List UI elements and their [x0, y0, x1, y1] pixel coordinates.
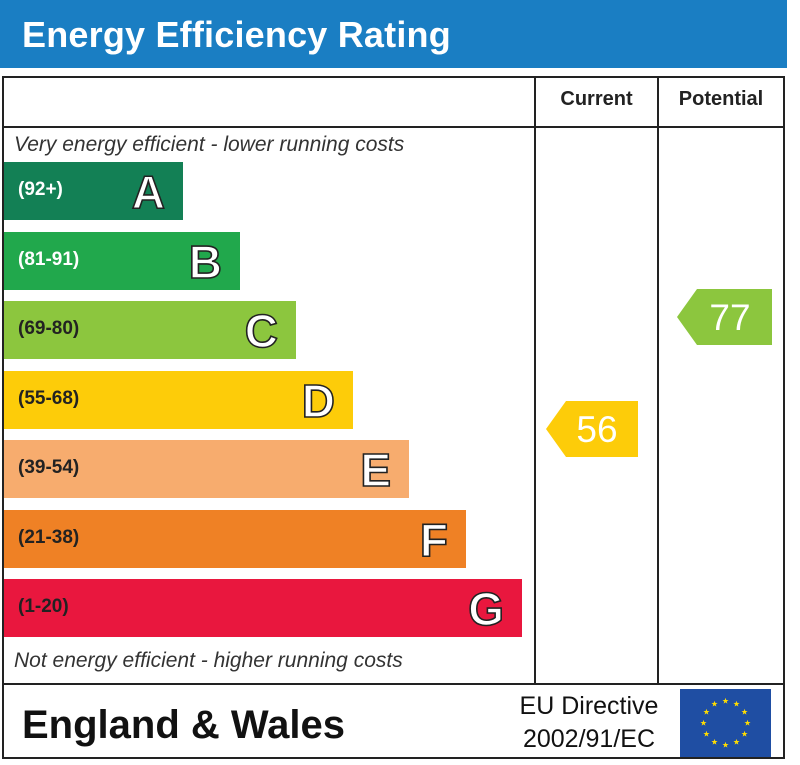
flag-star	[733, 738, 740, 745]
band-letter-label: F	[419, 513, 449, 567]
divider-bands-current	[534, 76, 536, 685]
chart-frame	[2, 76, 785, 759]
band-c: (69-80) C	[4, 301, 296, 359]
potential-rating-arrow: 77	[677, 289, 772, 345]
band-range-label: (55-68)	[18, 388, 80, 409]
column-header-current: Current	[560, 88, 633, 110]
flag-star	[744, 719, 751, 726]
band-range-label: (69-80)	[18, 318, 80, 339]
header-row-divider	[2, 126, 785, 128]
flag-star	[700, 719, 707, 726]
note-inefficient: Not energy efficient - higher running co…	[14, 649, 403, 672]
band-range-label: (21-38)	[18, 527, 80, 548]
header-bar: Energy Efficiency Rating	[0, 0, 787, 68]
flag-star	[733, 700, 740, 707]
flag-star	[722, 741, 729, 748]
band-range-label: (92+)	[18, 179, 63, 200]
flag-star	[711, 738, 718, 745]
band-d: (55-68) D	[4, 371, 353, 429]
band-letter-label: B	[188, 235, 223, 289]
band-g: (1-20) G	[4, 579, 522, 637]
band-f: (21-38) F	[4, 510, 466, 568]
column-header-potential: Potential	[678, 88, 764, 110]
flag-star	[741, 730, 748, 737]
current-rating-value: 56	[576, 409, 618, 450]
current-rating-arrow: 56	[546, 401, 638, 457]
flag-star	[703, 730, 710, 737]
directive-line-2: 2002/91/EC	[522, 725, 656, 753]
potential-arrow-shape	[677, 289, 772, 345]
band-letter-label: C	[244, 304, 279, 358]
band-range-label: (39-54)	[18, 457, 80, 478]
chart-title: Energy Efficiency Rating	[22, 14, 451, 55]
note-efficient: Very energy efficient - lower running co…	[14, 133, 405, 156]
potential-rating-value: 77	[709, 297, 751, 338]
flag-star	[703, 708, 710, 715]
band-e: (39-54) E	[4, 440, 409, 498]
flag-star	[711, 700, 718, 707]
footer-row-divider	[2, 683, 785, 685]
region-label: England & Wales	[22, 703, 346, 747]
flag-star	[722, 697, 729, 704]
band-letter-label: E	[360, 443, 392, 497]
divider-current-potential	[657, 76, 659, 685]
band-range-label: (1-20)	[18, 596, 69, 617]
band-letter-label: D	[301, 374, 336, 428]
band-letter-label: G	[467, 582, 504, 636]
band-range-label: (81-91)	[18, 249, 80, 270]
current-arrow-shape	[546, 401, 638, 457]
flag-star	[741, 708, 748, 715]
eu-flag-icon	[680, 689, 771, 757]
band-a: (92+) A	[4, 162, 183, 220]
directive-line-1: EU Directive	[519, 692, 659, 720]
band-letter-label: A	[131, 165, 166, 219]
band-b: (81-91) B	[4, 232, 240, 290]
